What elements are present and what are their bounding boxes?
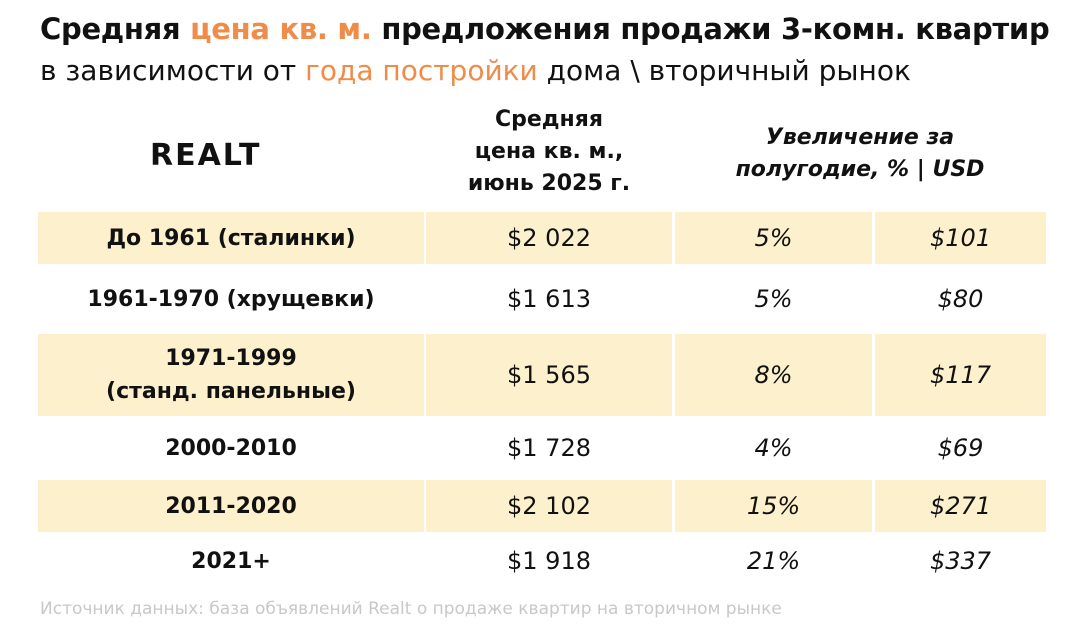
period-cell: 1961-1970 (хрущевки) [38,266,424,332]
chart-subtitle: в зависимости от года постройки дома \ в… [40,54,911,87]
period-label-line: 2011-2020 [165,493,297,519]
title-accent: цена кв. м. [190,12,372,46]
header-price-line: цена кв. м., [474,139,624,164]
header-price-line: Средняя [494,107,604,132]
source-note: Источник данных: база объявлений Realt о… [40,599,782,619]
price-cell: $2 022 [426,212,672,264]
period-label-line: 1961-1970 (хрущевки) [87,286,375,312]
growth-percent-cell: 5% [675,212,872,264]
growth-percent-cell: 15% [675,480,872,532]
table-row: 2000-2010 $1 728 4% $69 [38,418,1046,478]
period-label-line: 2021+ [191,548,271,574]
period-cell: 2011-2020 [38,480,424,532]
header-growth-line: полугодие, % | USD [735,157,985,182]
period-label: До 1961 (сталинки) [106,222,355,255]
table-row: До 1961 (сталинки) $2 022 5% $101 [38,212,1046,264]
price-cell: $1 918 [507,547,591,575]
header-price-line: июнь 2025 г. [467,171,631,196]
table-row: 2021+ $1 918 21% $337 [38,534,1046,588]
chart-title: Средняя цена кв. м. предложения продажи … [40,12,1050,46]
period-label-line: 2000-2010 [165,435,297,461]
header-price: Средняя цена кв. м., июнь 2025 г. [424,104,674,200]
growth-usd-cell: $101 [875,212,1046,264]
subtitle-part: в зависимости от [40,54,306,87]
header-growth-line: Увеличение за [765,125,955,150]
price-table: До 1961 (сталинки) $2 022 5% $101 1961-1970 … [38,212,1046,590]
price-cell: $2 102 [426,480,672,532]
period-label-line: (станд. панельные) [106,379,356,404]
period-cell: До 1961 (сталинки) [38,212,424,264]
growth-usd-cell: $80 [937,285,984,313]
period-label-line: 1971-1999 [165,346,297,371]
price-cell: $1 565 [426,334,672,416]
table-row: 1971-1999 (станд. панельные) $1 565 8% $117 [38,334,1046,416]
price-cell: $1 613 [507,285,591,313]
period-cell: 2021+ [38,534,424,588]
period-label: 1971-1999 (станд. панельные) [106,342,356,408]
growth-usd-cell: $337 [929,547,992,575]
period-cell: 1971-1999 (станд. панельные) [38,334,424,416]
table-row: 2011-2020 $2 102 15% $271 [38,480,1046,532]
growth-percent-cell: 21% [746,547,801,575]
period-label-line: До 1961 (сталинки) [106,225,356,251]
growth-percent-cell: 4% [754,434,793,462]
period-cell: 2000-2010 [38,418,424,478]
subtitle-accent: года постройки [305,54,538,87]
title-part: Средняя [40,12,191,46]
period-label: 2021+ [191,545,271,578]
realt-logo: REALT [150,138,262,173]
growth-percent-cell: 8% [675,334,872,416]
period-label: 1961-1970 (хрущевки) [87,283,374,316]
period-label: 2000-2010 [165,432,297,465]
title-part: предложения продажи 3-комн. квартир [371,12,1050,46]
table-row: 1961-1970 (хрущевки) $1 613 5% $80 [38,266,1046,332]
growth-usd-cell: $117 [875,334,1046,416]
header-growth: Увеличение за полугодие, % | USD [674,122,1046,186]
growth-usd-cell: $271 [875,480,1046,532]
growth-percent-cell: 5% [754,285,793,313]
price-cell: $1 728 [507,434,591,462]
period-label: 2011-2020 [165,490,297,523]
subtitle-part: дома \ вторичный рынок [537,54,911,87]
growth-usd-cell: $69 [937,434,984,462]
